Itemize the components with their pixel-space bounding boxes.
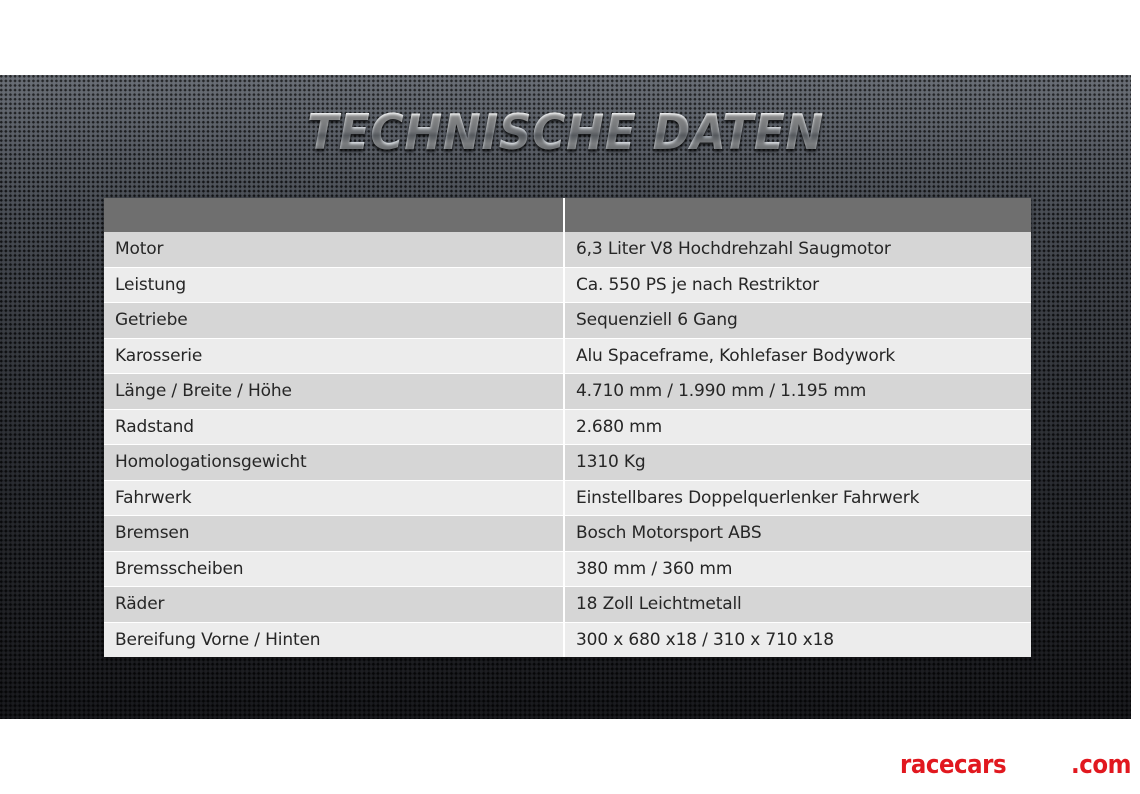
- table-row: Radstand 2.680 mm: [104, 409, 1031, 445]
- table-cell-label: Länge / Breite / Höhe: [104, 374, 565, 410]
- table-cell-value: 6,3 Liter V8 Hochdrehzahl Saugmotor: [565, 232, 1031, 268]
- table-cell-value: Alu Spaceframe, Kohlefaser Bodywork: [565, 338, 1031, 374]
- table-row: Bereifung Vorne / Hinten 300 x 680 x18 / …: [104, 622, 1031, 657]
- table-cell-label: Homologationsgewicht: [104, 445, 565, 481]
- table-header-cell-label: [104, 198, 565, 232]
- table-row: Bremsen Bosch Motorsport ABS: [104, 516, 1031, 552]
- table-cell-label: Bremsen: [104, 516, 565, 552]
- table-header-cell-value: [565, 198, 1031, 232]
- table-row: Karosserie Alu Spaceframe, Kohlefaser Bod…: [104, 338, 1031, 374]
- watermark-tld: .com: [1071, 750, 1132, 780]
- table-cell-value: Sequenziell 6 Gang: [565, 303, 1031, 339]
- watermark-name: racecars: [900, 750, 1007, 780]
- table-cell-value: 18 Zoll Leichtmetall: [565, 587, 1031, 623]
- table-cell-value: 1310 Kg: [565, 445, 1031, 481]
- table-cell-value: 2.680 mm: [565, 409, 1031, 445]
- table-row: Leistung Ca. 550 PS je nach Restriktor: [104, 267, 1031, 303]
- table-cell-value: 300 x 680 x18 / 310 x 710 x18: [565, 622, 1031, 657]
- table-row: Fahrwerk Einstellbares Doppelquerlenker F…: [104, 480, 1031, 516]
- technical-data-table: Motor 6,3 Liter V8 Hochdrehzahl Saugmotor…: [104, 198, 1031, 657]
- table-body: Motor 6,3 Liter V8 Hochdrehzahl Saugmotor…: [104, 232, 1031, 657]
- racecars-watermark: racecars .com: [896, 748, 1132, 782]
- table-row: Länge / Breite / Höhe 4.710 mm / 1.990 mm…: [104, 374, 1031, 410]
- table-cell-label: Fahrwerk: [104, 480, 565, 516]
- table-row: Homologationsgewicht 1310 Kg: [104, 445, 1031, 481]
- page-title-shadow: TECHNISCHE DATEN: [40, 110, 1092, 159]
- table-cell-label: Karosserie: [104, 338, 565, 374]
- table-cell-label: Getriebe: [104, 303, 565, 339]
- table-header: [104, 198, 1031, 232]
- table-cell-label: Leistung: [104, 267, 565, 303]
- table-cell-value: Bosch Motorsport ABS: [565, 516, 1031, 552]
- table-cell-value: 380 mm / 360 mm: [565, 551, 1031, 587]
- table-cell-label: Räder: [104, 587, 565, 623]
- table-header-row: [104, 198, 1031, 232]
- table-cell-value: Ca. 550 PS je nach Restriktor: [565, 267, 1031, 303]
- table-row: Bremsscheiben 380 mm / 360 mm: [104, 551, 1031, 587]
- table-cell-label: Motor: [104, 232, 565, 268]
- page-title: TECHNISCHE DATEN: [40, 108, 1092, 157]
- slide-background-panel: TECHNISCHE DATEN TECHNISCHE DATEN Motor6…: [0, 75, 1131, 719]
- table-cell-label: Bereifung Vorne / Hinten: [104, 622, 565, 657]
- table-cell-label: Radstand: [104, 409, 565, 445]
- table-row: Räder 18 Zoll Leichtmetall: [104, 587, 1031, 623]
- table-row: Motor 6,3 Liter V8 Hochdrehzahl Saugmotor: [104, 232, 1031, 268]
- table-cell-label: Bremsscheiben: [104, 551, 565, 587]
- table-cell-value: 4.710 mm / 1.990 mm / 1.195 mm: [565, 374, 1031, 410]
- table-row: Getriebe Sequenziell 6 Gang: [104, 303, 1031, 339]
- table-cell-value: Einstellbares Doppelquerlenker Fahrwerk: [565, 480, 1031, 516]
